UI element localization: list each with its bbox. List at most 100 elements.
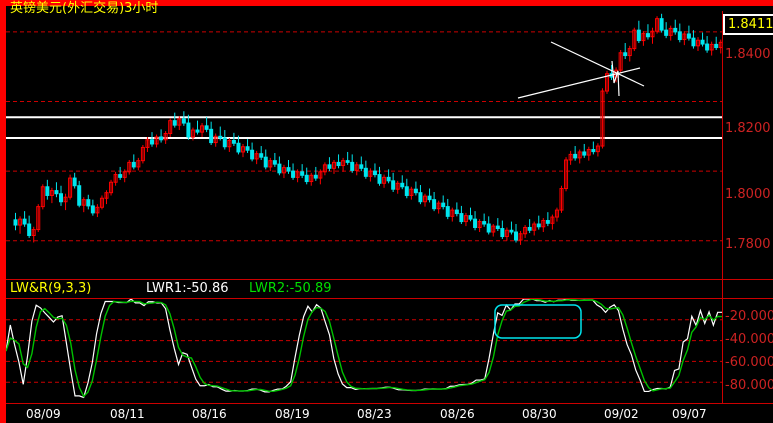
candle [668,25,673,41]
candle [591,141,596,155]
candle [636,20,641,44]
candle [277,156,282,176]
indicator-legend-row: LW&R(9,3,3) LWR1:-50.86 LWR2:-50.89 [6,279,773,299]
candle [404,178,409,199]
candle [113,171,118,186]
candle [300,164,305,179]
candle [541,218,546,233]
time-axis-label-1: 08/11 [110,407,145,421]
candle [441,195,446,210]
candle [595,143,600,157]
triangle-upper-trendline [550,41,645,87]
candle [409,186,414,200]
candle [22,211,27,227]
price-axis-label-2: 1.8000 [725,187,771,202]
candle [154,134,159,148]
candle [172,112,177,128]
time-axis-label-3: 08/19 [275,407,310,421]
candle [318,169,323,185]
candle [104,190,109,205]
candle [259,146,264,160]
candle [382,174,387,188]
candle [281,164,286,179]
price-candlestick-svg [6,13,722,245]
candle [186,114,191,140]
candle [163,131,168,144]
candle [150,132,154,147]
candle [495,218,500,231]
candle [90,199,95,216]
candle [159,129,164,143]
candle [677,23,682,43]
candle [368,168,373,182]
candle [491,224,496,237]
candle [122,169,127,183]
candle [705,36,710,53]
candle [477,219,482,233]
candle [54,182,59,198]
candle [686,25,691,41]
candle [627,45,632,62]
candle [72,172,77,189]
candle [454,202,459,217]
candle [714,36,719,50]
triangle-lower-trendline [517,67,641,99]
candle [691,30,696,49]
overbought-highlight-box [494,304,582,339]
candle [304,167,309,185]
indicator-lwr1-label: LWR1:-50.86 [146,281,229,296]
candle [81,197,86,213]
price-chart-panel[interactable] [6,11,722,279]
candle [181,111,186,126]
candle [514,224,518,243]
candle [586,146,591,161]
candle [509,221,514,235]
candle [190,127,195,141]
window-frame-left [0,0,6,423]
candle [345,151,350,165]
candle [213,133,218,147]
candle [286,159,291,174]
candle [209,121,214,145]
candle [95,204,100,218]
candle [200,123,205,137]
candle [59,185,63,206]
indicator-chart-panel[interactable] [6,299,722,403]
candle [245,139,250,154]
candle [363,160,368,179]
indicator-lwr2-label: LWR2:-50.89 [249,281,332,296]
page-title: 英镑美元(外汇交易)3小时 [10,1,159,16]
candle [86,194,91,210]
price-axis-line [722,11,723,403]
candle [436,200,441,214]
candle [564,157,569,192]
candle [618,49,623,73]
candle [268,157,273,172]
candle [145,136,150,152]
candle [204,117,209,133]
candle [600,88,605,149]
candle [568,150,573,165]
candle [68,174,73,200]
candle [709,41,714,56]
candle [341,157,346,172]
candle [377,166,382,186]
candle [700,32,705,47]
candle [236,135,241,155]
candle [659,13,664,33]
candle [545,212,550,227]
candle [168,118,173,137]
time-axis-label-2: 08/16 [192,407,227,421]
candle [327,157,332,172]
candle [532,221,537,236]
candle [13,212,18,231]
candle [673,19,678,35]
candle [109,179,114,196]
time-axis-label-5: 08/26 [440,407,475,421]
candle [718,39,722,54]
candle [573,146,578,161]
time-axis-label-8: 09/07 [672,407,707,421]
